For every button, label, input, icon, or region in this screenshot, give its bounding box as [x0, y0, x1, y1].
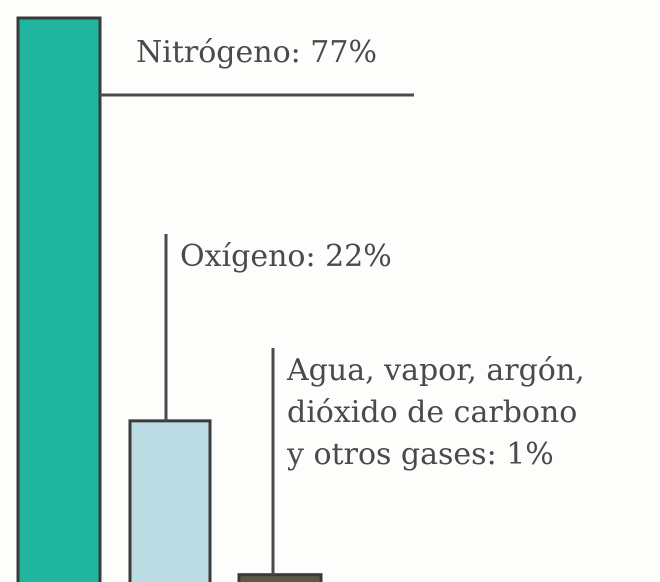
bar-nitrogeno: [16, 16, 102, 582]
data-label-otros-gases-line-1: Agua, vapor, argón,: [286, 353, 585, 388]
bar-oxigeno: [128, 419, 212, 582]
data-label-oxigeno-line-1: Oxígeno: 22%: [180, 239, 392, 274]
bar-otros-gases: [237, 573, 323, 582]
data-label-otros-gases-line-2: dióxido de carbono: [287, 395, 577, 430]
data-label-nitrogeno: Nitrógeno: 77%: [136, 35, 377, 70]
data-label-otros-gases-line-3: y otros gases: 1%: [286, 437, 554, 472]
